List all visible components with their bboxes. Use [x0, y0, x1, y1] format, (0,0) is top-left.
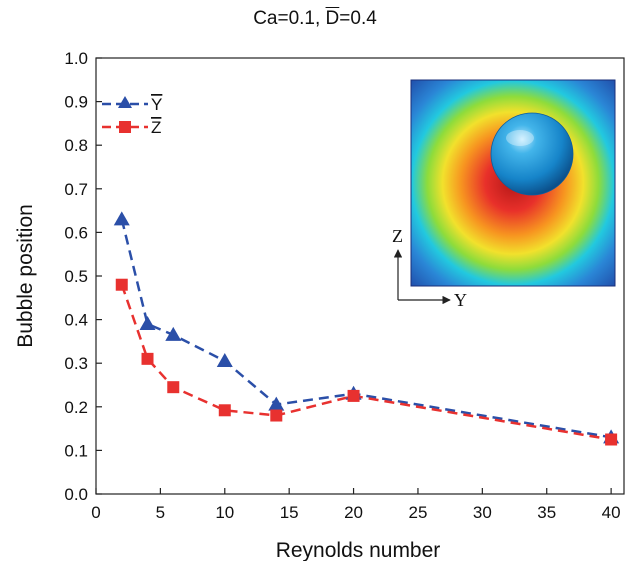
x-tick-label: 40 — [602, 503, 621, 522]
legend-label-z: Z — [151, 118, 161, 137]
data-point-z — [605, 433, 618, 446]
data-point-z — [218, 404, 231, 417]
inset-flow-image — [410, 79, 616, 287]
legend-entry-y: Y — [102, 95, 162, 114]
data-point-z — [270, 409, 283, 422]
data-point-z — [115, 278, 128, 291]
data-point-y — [113, 211, 130, 226]
data-point-y — [165, 326, 182, 341]
y-tick-label: 0.3 — [64, 354, 88, 373]
x-tick-label: 10 — [215, 503, 234, 522]
x-tick-label: 15 — [280, 503, 299, 522]
legend-marker-y — [118, 96, 132, 108]
y-tick-label: 0.6 — [64, 223, 88, 242]
data-point-z — [347, 389, 360, 402]
x-tick-label: 5 — [156, 503, 165, 522]
y-tick-label: 0.8 — [64, 136, 88, 155]
y-tick-label: 0.7 — [64, 180, 88, 199]
y-tick-label: 0.4 — [64, 311, 88, 330]
bubble-icon — [490, 112, 574, 196]
data-point-z — [141, 352, 154, 365]
legend: Y Z — [102, 95, 162, 137]
axes: 0 5 10 15 20 25 30 35 40 0.0 0.1 0.2 0.3 0.4 0.5 0.6 0.7… — [64, 49, 620, 522]
chart-title-prefix: Ca=0.1, — [253, 8, 326, 29]
x-tick-label: 20 — [344, 503, 363, 522]
y-tick-label: 0.2 — [64, 398, 88, 417]
series-line-z — [120, 284, 612, 441]
chart-title-d-symbol: D — [325, 8, 340, 29]
x-tick-label: 35 — [537, 503, 556, 522]
series-markers — [113, 211, 620, 446]
legend-marker-z — [119, 121, 131, 133]
x-tick-label: 30 — [473, 503, 492, 522]
legend-label-y: Y — [151, 95, 162, 114]
data-point-y — [268, 396, 285, 411]
y-tick-label: 0.0 — [64, 485, 88, 504]
x-tick-label: 25 — [408, 503, 427, 522]
data-point-z — [167, 381, 180, 394]
x-tick-label: 0 — [91, 503, 100, 522]
y-axis-label: Bubble position — [14, 204, 37, 348]
data-point-y — [216, 353, 233, 368]
y-tick-label: 0.1 — [64, 441, 88, 460]
inset-z-label: Z — [392, 226, 403, 246]
chart-title: Ca=0.1, D=0.4 — [0, 8, 630, 30]
chart-title-suffix: =0.4 — [339, 8, 377, 29]
data-point-y — [139, 315, 156, 330]
y-tick-label: 1.0 — [64, 49, 88, 68]
x-axis-label: Reynolds number — [276, 539, 441, 561]
y-tick-label: 0.9 — [64, 93, 88, 112]
inset-axes: Z Y — [392, 226, 467, 310]
y-tick-label: 0.5 — [64, 267, 88, 286]
legend-entry-z: Z — [102, 118, 161, 137]
inset-y-label: Y — [454, 290, 467, 310]
